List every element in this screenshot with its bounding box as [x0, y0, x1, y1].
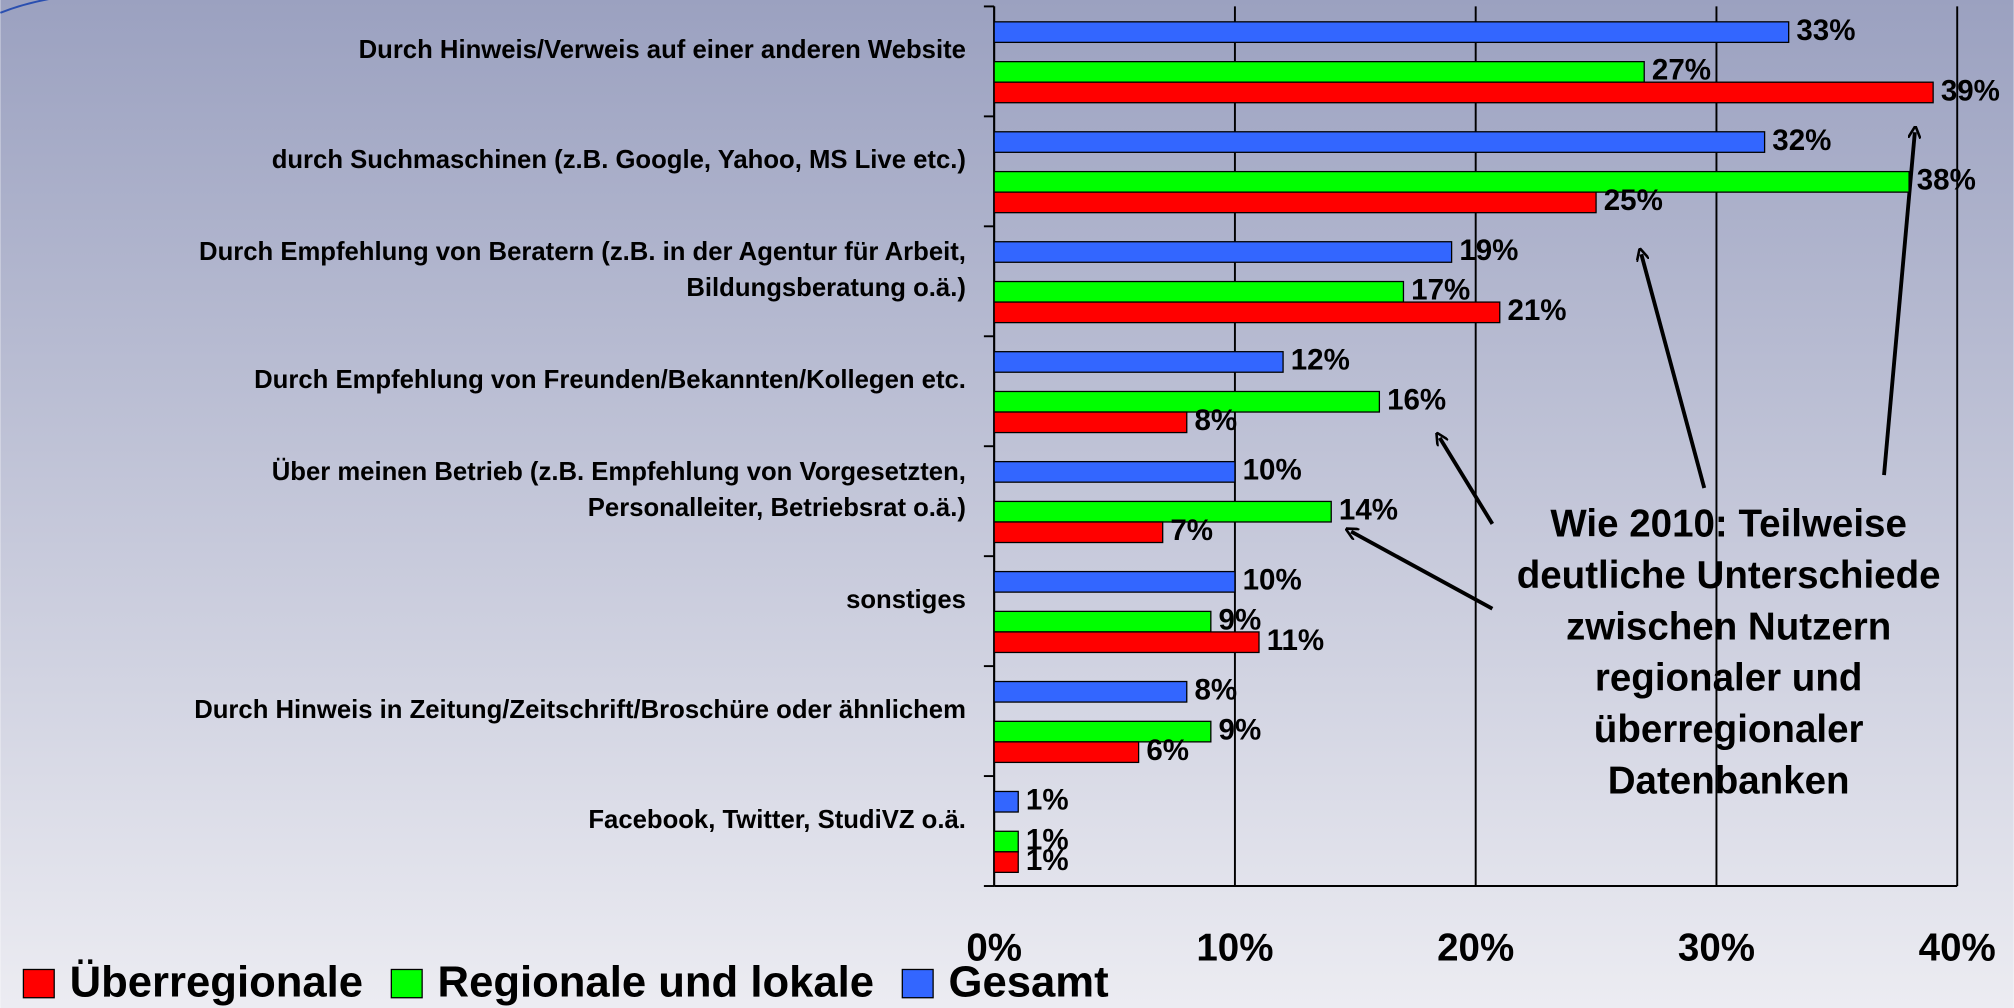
data-label: 27%	[1652, 54, 1711, 87]
category-label: Durch Hinweis in Zeitung/Zeitschrift/Bro…	[194, 696, 966, 724]
bar	[993, 21, 1790, 44]
category-label-line: Durch Empfehlung von Beratern (z.B. in d…	[199, 238, 966, 266]
decoration	[0, 0, 50, 14]
bar	[993, 280, 1405, 303]
bar	[993, 741, 1140, 764]
legend-label: Überregionale	[70, 957, 363, 1006]
bar	[993, 790, 1019, 813]
data-label: 25%	[1604, 184, 1663, 217]
data-label: 12%	[1291, 344, 1350, 377]
category-label: Durch Empfehlung von Freunden/Bekannten/…	[254, 366, 966, 394]
bar	[993, 830, 1019, 853]
annotation: deutliche Unterschiede	[1517, 554, 1941, 597]
bar	[993, 521, 1164, 544]
bar	[993, 500, 1332, 523]
category-label-line: Durch Hinweis in Zeitung/Zeitschrift/Bro…	[194, 696, 966, 724]
data-label: 10%	[1243, 454, 1302, 487]
data-label: 16%	[1387, 384, 1446, 417]
x-tick-label: 20%	[1437, 926, 1514, 969]
category-label: sonstiges	[846, 586, 966, 614]
data-label: 19%	[1459, 234, 1518, 267]
legend-label: Regionale und lokale	[438, 957, 874, 1006]
data-label: 14%	[1339, 494, 1398, 527]
category-label: Über meinen Betrieb (z.B. Empfehlung von…	[272, 457, 966, 522]
bar	[993, 390, 1381, 413]
bar	[993, 241, 1453, 263]
category-label: Facebook, Twitter, StudiVZ o.ä.	[588, 806, 966, 834]
legend-swatch	[901, 968, 934, 999]
bar	[993, 81, 1934, 104]
category-label-line: Facebook, Twitter, StudiVZ o.ä.	[588, 806, 966, 834]
legend-swatch	[22, 968, 55, 999]
category-label: Durch Empfehlung von Beratern (z.B. in d…	[199, 238, 966, 302]
category-label-line: Durch Empfehlung von Freunden/Bekannten/…	[254, 366, 966, 394]
category-label-line: Bildungsberatung o.ä.)	[686, 274, 966, 302]
arrow	[1351, 532, 1494, 611]
annotation: überregionaler	[1594, 708, 1864, 751]
category-label-line: durch Suchmaschinen (z.B. Google, Yahoo,…	[272, 146, 966, 174]
data-label: 1%	[1026, 823, 1069, 856]
category-label-line: Über meinen Betrieb (z.B. Empfehlung von…	[272, 457, 966, 486]
data-label: 17%	[1411, 274, 1470, 307]
data-label: 32%	[1772, 124, 1831, 157]
arrow	[1641, 254, 1707, 489]
x-tick-label: 30%	[1678, 926, 1755, 969]
data-label: 10%	[1243, 564, 1302, 597]
data-label: 7%	[1170, 514, 1213, 547]
x-tick-label: 0%	[966, 926, 1022, 969]
bar	[993, 131, 1766, 153]
bar	[993, 170, 1910, 193]
bar	[993, 351, 1284, 373]
bar	[993, 631, 1260, 654]
category-label-line: Personalleiter, Betriebsrat o.ä.)	[588, 494, 966, 522]
data-label: 11%	[1267, 624, 1324, 657]
data-label: 1%	[1026, 844, 1069, 877]
bar	[993, 411, 1188, 434]
annotation: zwischen Nutzern	[1566, 605, 1891, 648]
data-label: 9%	[1219, 713, 1262, 746]
category-label: durch Suchmaschinen (z.B. Google, Yahoo,…	[272, 146, 966, 174]
category-label-line: sonstiges	[846, 586, 966, 614]
bar	[993, 851, 1019, 874]
bar	[993, 60, 1645, 83]
data-label: 1%	[1026, 784, 1069, 817]
data-label: 21%	[1507, 294, 1566, 327]
data-label: 38%	[1917, 164, 1976, 197]
category-label-line: Durch Hinweis/Verweis auf einer anderen …	[359, 36, 966, 64]
bar	[993, 301, 1501, 324]
data-label: 8%	[1194, 404, 1237, 437]
bar	[993, 610, 1212, 633]
x-tick-label: 10%	[1196, 926, 1273, 969]
data-label: 33%	[1796, 14, 1855, 47]
legend-label: Gesamt	[949, 957, 1109, 1006]
data-label: 9%	[1219, 603, 1262, 636]
data-label: 39%	[1941, 74, 2000, 107]
annotation: Wie 2010: Teilweise	[1550, 503, 1906, 546]
annotation: regionaler und	[1595, 657, 1863, 700]
category-label: Durch Hinweis/Verweis auf einer anderen …	[359, 36, 966, 64]
legend-swatch	[390, 968, 423, 999]
data-label: 6%	[1146, 734, 1189, 767]
data-label: 8%	[1194, 674, 1237, 707]
arrow	[1440, 438, 1495, 525]
bar	[993, 570, 1236, 593]
bar	[993, 680, 1188, 703]
annotation: Datenbanken	[1608, 759, 1850, 802]
bar	[993, 191, 1597, 214]
x-tick-label: 40%	[1919, 926, 1996, 969]
bar	[993, 460, 1236, 483]
